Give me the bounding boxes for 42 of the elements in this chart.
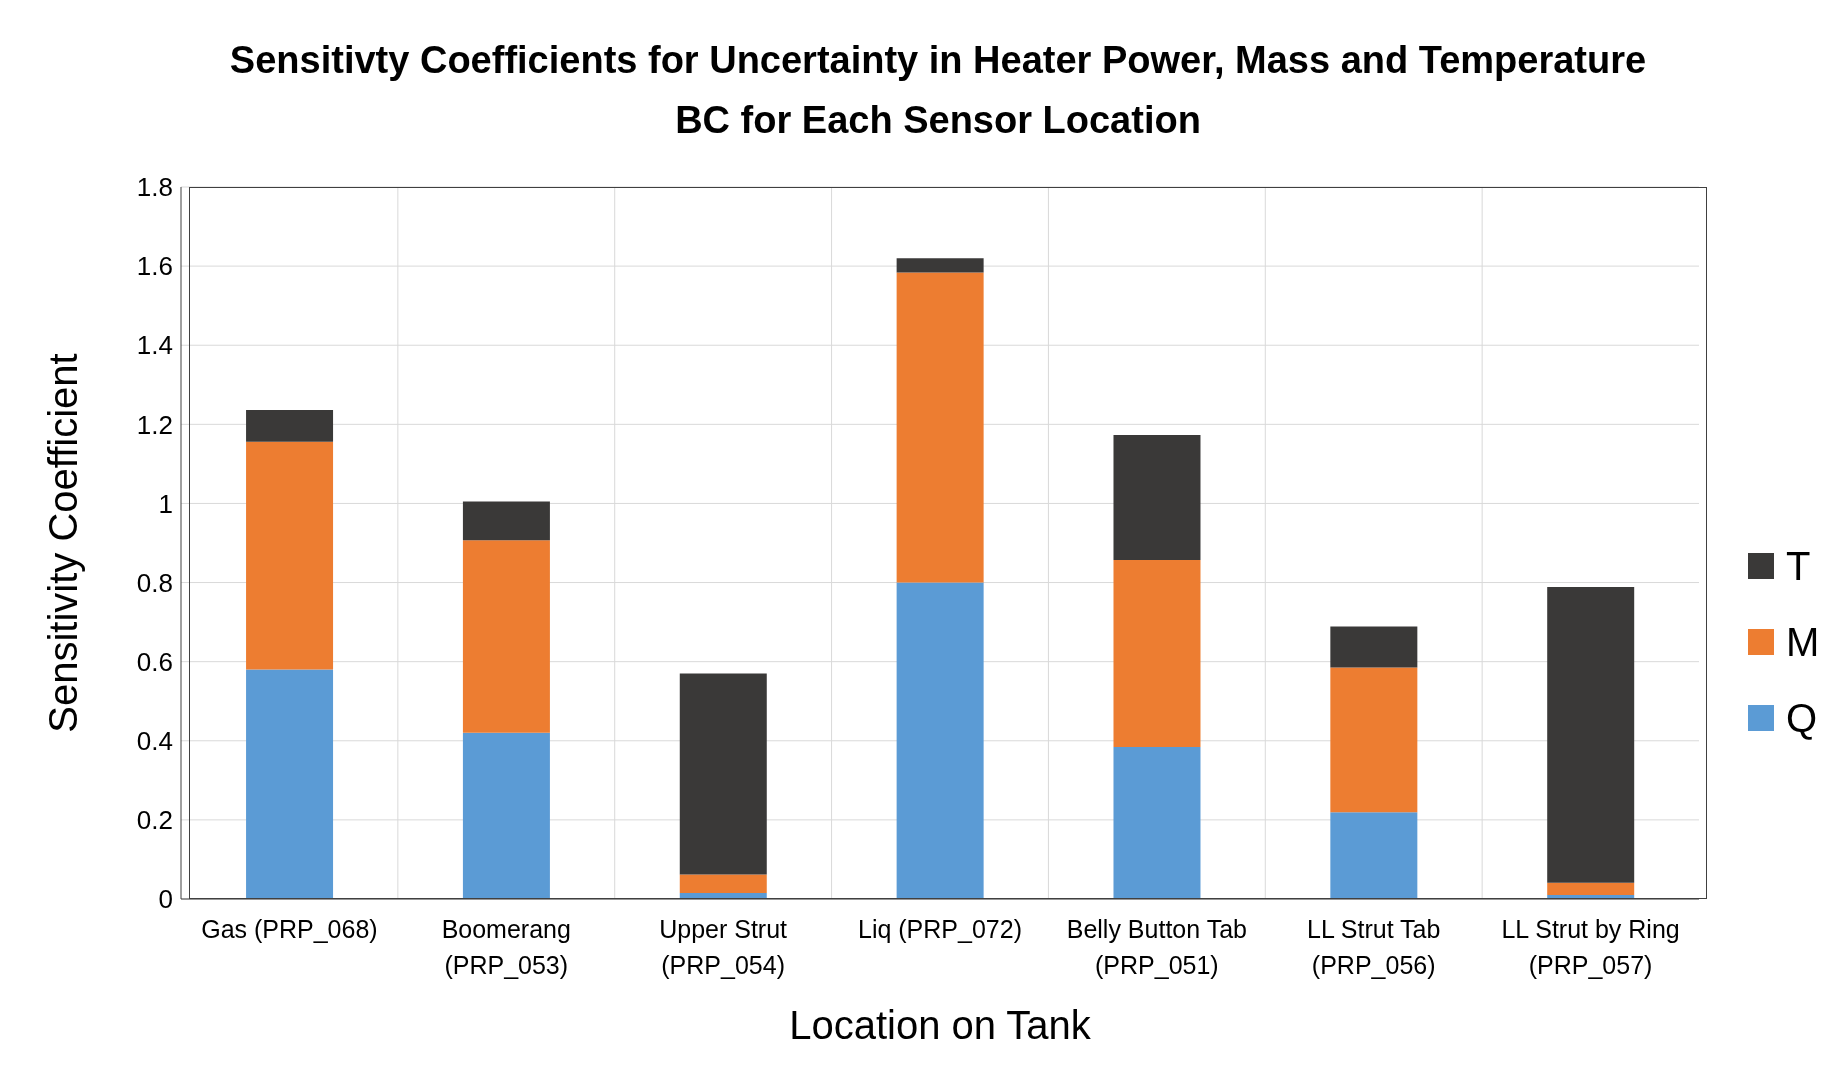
x-tick-label: Belly Button Tab (PRP_051) bbox=[1065, 914, 1248, 981]
bar bbox=[462, 732, 550, 899]
y-tick-label: 0 bbox=[158, 884, 173, 915]
bar bbox=[1330, 812, 1418, 899]
chart-title: Sensitivty Coefficients for Uncertainty in Heater Power, Mass and Temperature BC for Each Sensor Location bbox=[228, 38, 1648, 143]
bar bbox=[1113, 435, 1201, 561]
y-tick-label: 1 bbox=[158, 488, 173, 519]
bar bbox=[246, 410, 334, 442]
bar bbox=[1330, 667, 1418, 813]
bar bbox=[679, 874, 767, 894]
bar bbox=[462, 501, 550, 541]
x-tick-label: Liq (PRP_072) bbox=[857, 914, 1023, 945]
y-axis-title: Sensitivity Coefficient bbox=[41, 353, 86, 733]
x-tick-label: LL Strut by Ring (PRP_057) bbox=[1500, 914, 1681, 981]
y-tick-label: 1.2 bbox=[136, 409, 173, 440]
bar bbox=[246, 669, 334, 899]
bar bbox=[1547, 586, 1635, 883]
x-tick-label: Boomerang (PRP_053) bbox=[440, 914, 572, 981]
bar bbox=[896, 258, 984, 273]
bar bbox=[1330, 626, 1418, 668]
bar bbox=[1547, 882, 1635, 896]
bar bbox=[462, 540, 550, 733]
bar bbox=[1113, 560, 1201, 748]
y-tick-label: 0.8 bbox=[136, 567, 173, 598]
y-tick-label: 1.8 bbox=[136, 172, 173, 203]
y-tick-label: 0.2 bbox=[136, 805, 173, 836]
legend-label: T bbox=[1786, 543, 1811, 589]
x-axis-title: Location on Tank bbox=[789, 1003, 1092, 1047]
bar bbox=[896, 272, 984, 583]
legend-label: M bbox=[1786, 619, 1820, 665]
y-tick-label: 0.4 bbox=[136, 726, 173, 757]
y-tick-label: 1.6 bbox=[136, 251, 173, 282]
bar bbox=[679, 673, 767, 875]
legend-label: Q bbox=[1786, 695, 1818, 741]
bar bbox=[1113, 747, 1201, 899]
bar bbox=[896, 582, 984, 899]
y-tick-label: 0.6 bbox=[136, 646, 173, 677]
x-tick-label: Gas (PRP_068) bbox=[200, 914, 379, 945]
y-tick-label: 1.4 bbox=[136, 330, 173, 361]
x-tick-label: Upper Strut (PRP_054) bbox=[658, 914, 789, 981]
bar bbox=[246, 441, 334, 670]
x-tick-label: LL Strut Tab (PRP_056) bbox=[1306, 914, 1442, 981]
